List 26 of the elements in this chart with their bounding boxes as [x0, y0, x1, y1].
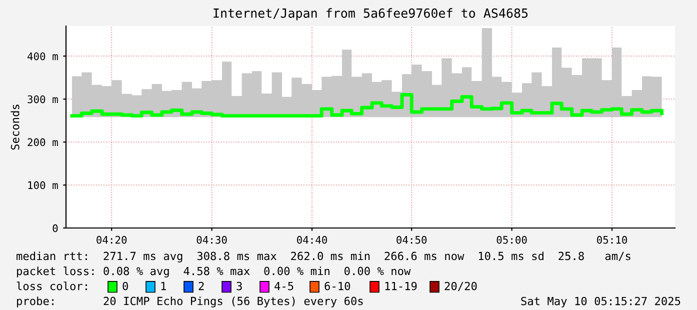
text: packet loss: 0.08 % avg 4.58 % max 0.00 % min 0.00 % now: [17, 266, 411, 278]
x-tick-label: 04:30: [196, 236, 227, 244]
text: Sat May 10 05:15:27 2025: [521, 296, 680, 308]
y-tick-label: 400 m: [28, 52, 58, 60]
y-tick-label: 300 m: [28, 95, 58, 104]
text: 20/20: [444, 282, 477, 292]
text: 1: [161, 282, 166, 290]
chart-title: Internet/Japan from 5a6fee9760ef to AS4685: [214, 8, 528, 20]
text: 4-5: [274, 282, 294, 290]
x-tick-label: 04:20: [96, 236, 127, 244]
y-axis-title: Seconds: [10, 104, 20, 150]
text: 11-19: [385, 282, 417, 290]
y-tick-label: 200 m: [28, 138, 58, 146]
text: 0: [122, 282, 128, 290]
x-tick-label: 04:50: [396, 236, 427, 244]
y-tick-label: 0: [52, 224, 58, 232]
text: median rtt: 271.7 ms avg 308.8 ms max 262.0 ms min 266.6 ms now 10.5 ms sd 25.8 am/s: [16, 252, 630, 262]
text: 6-10: [324, 282, 350, 290]
y-tick-label: 100 m: [28, 181, 58, 190]
x-tick-label: 04:40: [297, 236, 328, 244]
text: 2: [198, 282, 204, 290]
text: probe: 20 ICMP Echo Pings (56 Bytes) every 60s: [17, 296, 363, 308]
text: loss color:: [16, 282, 87, 290]
x-tick-label: 05:10: [597, 236, 628, 244]
text: 3: [236, 282, 242, 290]
x-tick-label: 05:00: [496, 236, 527, 244]
